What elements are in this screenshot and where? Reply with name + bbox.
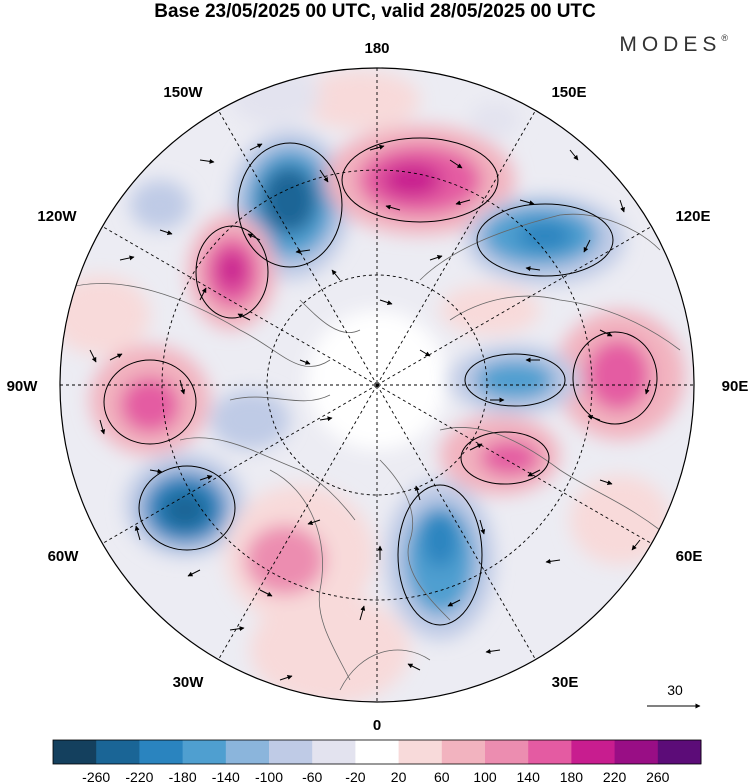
colorbar-swatch: [312, 740, 356, 764]
graticule: [60, 68, 694, 702]
lon-label-30w: 30W: [173, 674, 205, 691]
colorbar-swatch: [485, 740, 529, 764]
colorbar-tick-label: 140: [517, 769, 541, 783]
colorbar-swatch: [96, 740, 140, 764]
registered-mark: ®: [721, 33, 728, 43]
reference-vector: 30: [647, 682, 701, 709]
colorbar-tick-label: -140: [212, 769, 240, 783]
map-boundary: [59, 67, 695, 703]
map-title: Base 23/05/2025 00 UTC, valid 28/05/2025…: [154, 1, 596, 22]
colorbar-tick-label: 100: [473, 769, 497, 783]
reference-vector-label: 30: [667, 682, 683, 698]
lon-label-150e: 150E: [551, 84, 586, 101]
colorbar: -260 -220 -180 -140 -100 -60 -20 20 60 100 140 180 2…: [52, 739, 702, 783]
colorbar-tick-label: -60: [302, 769, 322, 783]
colorbar-tick-label: 180: [560, 769, 584, 783]
colorbar-tick-label: -100: [255, 769, 283, 783]
wind-vectors: [89, 143, 651, 681]
colorbar-swatch: [269, 740, 313, 764]
modes-logo: MODES®: [619, 33, 728, 57]
colorbar-swatch: [528, 740, 572, 764]
colorbar-swatch: [441, 740, 486, 764]
colorbar-swatch: [225, 740, 270, 764]
colorbar-tick-label: 20: [391, 769, 407, 783]
colorbar-tick-label: 260: [646, 769, 670, 783]
lon-label-120e: 120E: [675, 208, 710, 225]
colorbar-tick-label: -220: [125, 769, 153, 783]
anomaly-field: [60, 68, 694, 702]
colorbar-swatch: [657, 740, 702, 764]
colorbar-swatch: [182, 740, 227, 764]
lon-label-180: 180: [364, 40, 389, 57]
colorbar-swatch: [571, 740, 616, 764]
lon-label-0: 0: [373, 717, 381, 734]
lon-label-30e: 30E: [552, 674, 579, 691]
lon-label-60e: 60E: [676, 548, 703, 565]
colorbar-tick-label: 220: [603, 769, 627, 783]
colorbar-tick-label: -20: [345, 769, 365, 783]
lon-label-60w: 60W: [48, 548, 80, 565]
lon-label-150w: 150W: [163, 84, 203, 101]
colorbar-swatch: [139, 740, 184, 764]
lon-label-90e: 90E: [722, 378, 749, 395]
colorbar-swatch: [53, 740, 97, 764]
lon-label-120w: 120W: [37, 208, 77, 225]
brand-text: MODES: [619, 33, 722, 56]
longitude-labels: 180 150W 150E 120W 120E 90W 90E 60W 60E …: [7, 40, 749, 734]
colorbar-tick-label: -260: [82, 769, 110, 783]
colorbar-swatch: [398, 740, 443, 764]
colorbar-swatch: [614, 740, 659, 764]
coastlines: [60, 213, 681, 691]
colorbar-border: [52, 739, 702, 765]
colorbar-tick-label: -180: [169, 769, 197, 783]
lon-label-90w: 90W: [7, 378, 39, 395]
contours: [103, 137, 658, 626]
colorbar-swatch: [355, 740, 400, 764]
colorbar-tick-label: 60: [434, 769, 450, 783]
